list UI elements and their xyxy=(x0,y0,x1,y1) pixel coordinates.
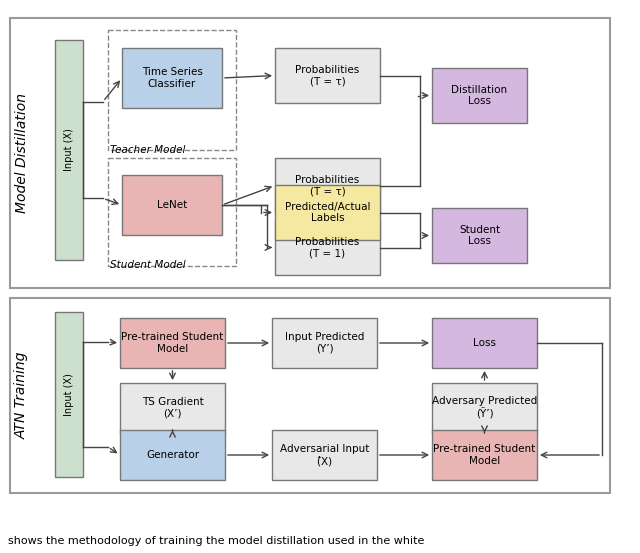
Text: Adversary Predicted
(Ỹ’): Adversary Predicted (Ỹ’) xyxy=(432,397,537,420)
FancyBboxPatch shape xyxy=(272,318,377,368)
FancyBboxPatch shape xyxy=(275,158,380,213)
FancyBboxPatch shape xyxy=(432,318,537,368)
Text: Input (X): Input (X) xyxy=(64,373,74,416)
Text: Time Series
Classifier: Time Series Classifier xyxy=(141,67,202,89)
Text: Input Predicted
(Y’): Input Predicted (Y’) xyxy=(285,332,364,354)
FancyBboxPatch shape xyxy=(432,68,527,123)
Text: Distillation
Loss: Distillation Loss xyxy=(451,85,508,106)
Text: Model Distillation: Model Distillation xyxy=(15,93,29,213)
Text: Teacher Model: Teacher Model xyxy=(110,145,186,155)
Text: Predicted/Actual
Labels: Predicted/Actual Labels xyxy=(285,202,371,223)
Text: Probabilities
(T = 1): Probabilities (T = 1) xyxy=(296,237,360,258)
FancyBboxPatch shape xyxy=(272,430,377,480)
FancyBboxPatch shape xyxy=(275,220,380,275)
FancyBboxPatch shape xyxy=(275,48,380,103)
Text: Generator: Generator xyxy=(146,450,199,460)
Text: shows the methodology of training the model distillation used in the white: shows the methodology of training the mo… xyxy=(8,536,424,546)
FancyBboxPatch shape xyxy=(432,430,537,480)
Text: Probabilities
(T = τ): Probabilities (T = τ) xyxy=(296,65,360,86)
FancyBboxPatch shape xyxy=(122,175,222,235)
FancyBboxPatch shape xyxy=(275,185,380,240)
FancyBboxPatch shape xyxy=(432,383,537,433)
Text: Pre-trained Student
Model: Pre-trained Student Model xyxy=(433,444,536,466)
Text: Input (X): Input (X) xyxy=(64,128,74,171)
Text: Student Model: Student Model xyxy=(110,260,186,270)
FancyBboxPatch shape xyxy=(432,208,527,263)
FancyBboxPatch shape xyxy=(55,312,83,477)
FancyBboxPatch shape xyxy=(122,48,222,108)
FancyBboxPatch shape xyxy=(55,40,83,260)
FancyBboxPatch shape xyxy=(120,430,225,480)
Text: Adversarial Input
(̂X): Adversarial Input (̂X) xyxy=(280,444,369,466)
Text: Probabilities
(T = τ): Probabilities (T = τ) xyxy=(296,175,360,196)
Text: LeNet: LeNet xyxy=(157,200,187,210)
FancyBboxPatch shape xyxy=(120,383,225,433)
Text: TS Gradient
(X’): TS Gradient (X’) xyxy=(141,397,204,419)
Text: ATN Training: ATN Training xyxy=(15,352,29,439)
FancyBboxPatch shape xyxy=(120,318,225,368)
Text: Student
Loss: Student Loss xyxy=(459,225,500,246)
Text: Pre-trained Student
Model: Pre-trained Student Model xyxy=(122,332,223,354)
Text: Loss: Loss xyxy=(473,338,496,348)
